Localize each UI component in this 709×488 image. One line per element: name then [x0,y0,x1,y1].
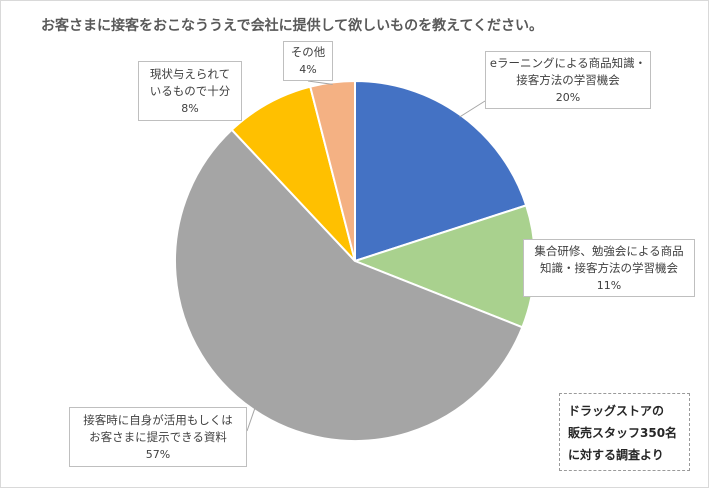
callout-percent: 8% [181,102,199,115]
callout-elearning: eラーニングによる商品知識・ 接客方法の学習機会 20% [485,51,651,109]
callout-label-line: 知識・接客方法の学習機会 [540,261,678,275]
callout-percent: 11% [596,279,622,292]
callout-label-line: その他 [290,45,326,59]
callout-sufficient: 現状与えられて いるもので十分 8% [138,61,242,121]
callout-label-line: いるもので十分 [149,84,231,98]
callout-percent: 57% [145,448,171,461]
callout-group-training: 集合研修、勉強会による商品 知識・接客方法の学習機会 11% [523,239,695,297]
callout-materials: 接客時に自身が活用もしくは お客さまに提示できる資料 57% [69,407,247,467]
survey-note-line: 販売スタッフ350名 [568,426,678,440]
survey-note: ドラッグストアの 販売スタッフ350名 に対する調査より [559,393,690,471]
pie-slice-other [309,79,356,262]
survey-note-line: ドラッグストアの [568,404,665,418]
leader-line [246,408,256,432]
leader-line [459,100,486,118]
callout-other: その他 4% [283,41,333,81]
callout-percent: 4% [299,63,317,76]
pie-slice-sufficient [230,85,356,262]
leader-line [307,80,333,85]
survey-note-line: に対する調査より [568,448,664,462]
chart-title: お客さまに接客をおこなううえで会社に提供して欲しいものを教えてください。 [41,18,544,34]
callout-label-line: 集合研修、勉強会による商品 [534,244,684,258]
callout-label-line: eラーニングによる商品知識・ [489,56,647,70]
callout-label-line: お客さまに提示できる資料 [89,430,227,444]
callout-percent: 20% [555,91,581,104]
callout-label-line: 現状与えられて [149,67,231,81]
pie-slice-elearning [354,79,528,263]
callout-label-line: 接客方法の学習機会 [516,73,620,87]
callout-label-line: 接客時に自身が活用もしくは [83,413,233,427]
